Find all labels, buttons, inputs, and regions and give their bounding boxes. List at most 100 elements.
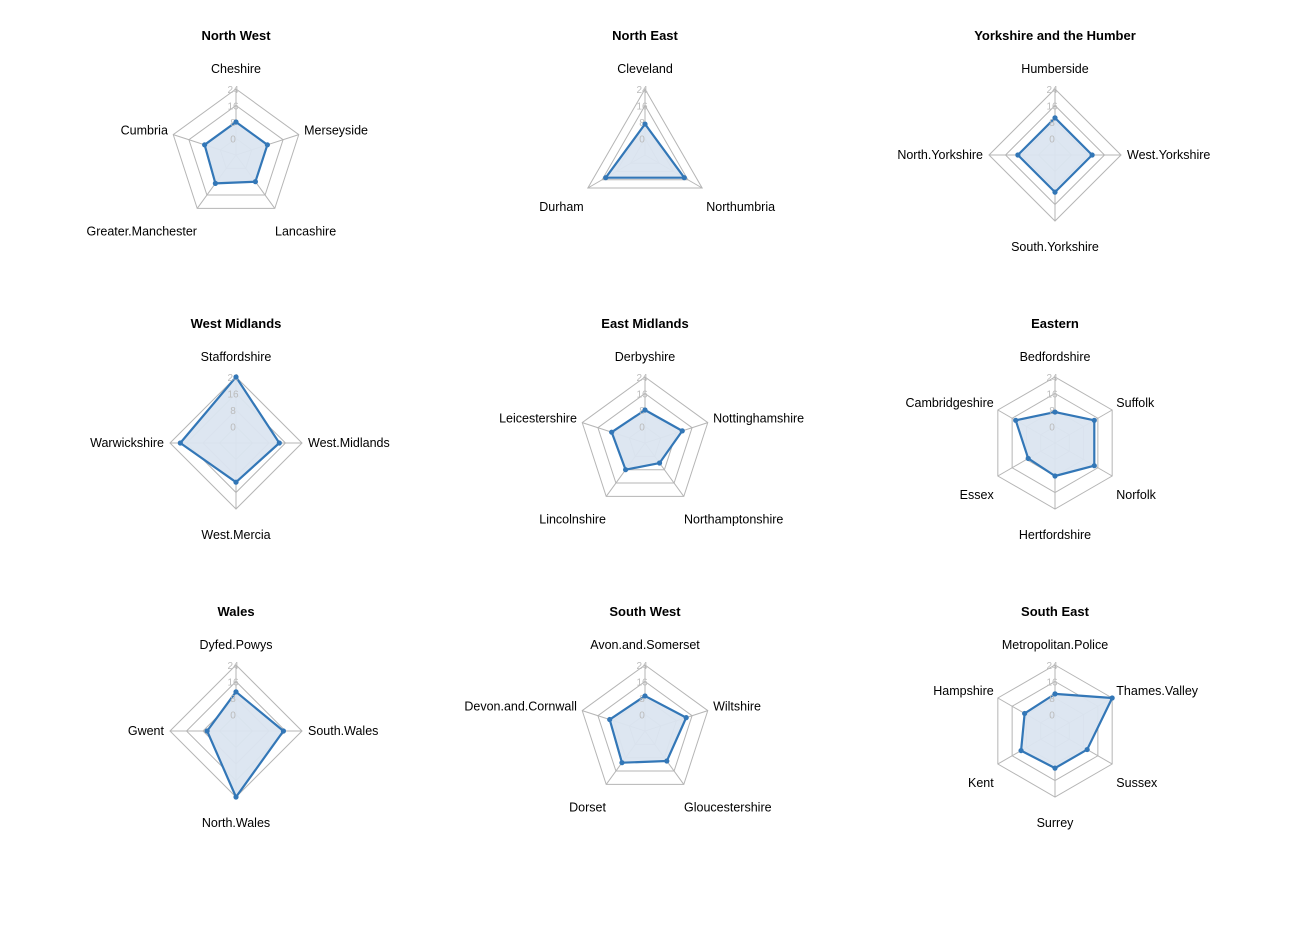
data-point-kent xyxy=(1018,747,1024,754)
series-area xyxy=(206,690,285,799)
chart-title: East Midlands xyxy=(601,316,688,331)
axis-label-west-midlands: West.Midlands xyxy=(308,436,390,450)
data-point-nottinghamshire xyxy=(679,428,685,434)
data-point-south-yorkshire xyxy=(1052,189,1058,195)
grid-ring xyxy=(581,376,709,497)
tick-label: 0 xyxy=(230,423,236,434)
axis-label-devon-and-cornwall: Devon.and.Cornwall xyxy=(464,699,577,713)
data-point-cleveland xyxy=(642,121,648,127)
chart-title: North West xyxy=(201,28,271,43)
axis-label-durham: Durham xyxy=(539,200,583,214)
data-point-north-yorkshire xyxy=(1015,152,1021,158)
tick-label: 24 xyxy=(227,373,239,384)
chart-title: Yorkshire and the Humber xyxy=(974,28,1136,43)
chart-title: North East xyxy=(612,28,678,43)
tick-label: 16 xyxy=(227,390,239,401)
axis-label-gwent: Gwent xyxy=(128,724,165,738)
tick-label: 8 xyxy=(230,118,236,129)
axis-label-northumbria: Northumbria xyxy=(706,200,775,214)
radar-panel-yorkshire-and-the-humber: Yorkshire and the Humber 0 8 16 24 Humberside… xyxy=(897,28,1210,254)
data-point-lincolnshire xyxy=(623,467,629,473)
axis-label-dorset: Dorset xyxy=(569,801,606,815)
axis-label-northamptonshire: Northamptonshire xyxy=(684,513,783,527)
axis-label-nottinghamshire: Nottinghamshire xyxy=(713,411,804,425)
tick-label: 24 xyxy=(636,85,648,96)
axis-label-humberside: Humberside xyxy=(1021,62,1088,76)
axis-label-leicestershire: Leicestershire xyxy=(499,411,577,425)
data-point-derbyshire xyxy=(642,407,648,413)
data-point-avon-and-somerset xyxy=(642,693,648,699)
axis-label-hampshire: Hampshire xyxy=(933,684,993,698)
data-point-dorset xyxy=(619,760,625,766)
grid-ring xyxy=(597,392,693,484)
data-point-lancashire xyxy=(252,179,258,185)
tick-label: 8 xyxy=(230,406,236,417)
series-area xyxy=(1014,410,1096,478)
axis-label-derbyshire: Derbyshire xyxy=(615,350,675,364)
axis-label-north-yorkshire: North.Yorkshire xyxy=(897,148,983,162)
chart-title: South West xyxy=(609,604,681,619)
data-point-thames-valley xyxy=(1109,695,1115,701)
axis-label-cheshire: Cheshire xyxy=(211,62,261,76)
grid-ring xyxy=(586,88,704,189)
axis-label-north-wales: North.Wales xyxy=(202,816,270,830)
tick-label: 8 xyxy=(230,694,236,705)
data-point-south-wales xyxy=(280,728,287,734)
data-point-durham xyxy=(603,175,609,181)
axis-label-wiltshire: Wiltshire xyxy=(713,699,761,713)
series-area xyxy=(604,122,686,179)
data-point-devon-and-cornwall xyxy=(607,716,613,723)
tick-label: 8 xyxy=(639,118,645,129)
axis-label-avon-and-somerset: Avon.and.Somerset xyxy=(590,638,700,652)
axis-label-norfolk: Norfolk xyxy=(1116,488,1156,502)
axis-label-kent: Kent xyxy=(968,776,994,790)
series-area xyxy=(1016,116,1094,194)
tick-label: 16 xyxy=(227,678,239,689)
data-point-surrey xyxy=(1052,765,1058,771)
grid-ring xyxy=(581,664,709,785)
tick-label: 8 xyxy=(1049,406,1055,417)
data-point-hertfordshire xyxy=(1052,473,1058,479)
tick-label: 8 xyxy=(1049,694,1055,705)
axis-label-bedfordshire: Bedfordshire xyxy=(1020,350,1091,364)
tick-label: 24 xyxy=(636,373,648,384)
axis-label-thames-valley: Thames.Valley xyxy=(1116,684,1198,698)
axis-label-south-yorkshire: South.Yorkshire xyxy=(1011,240,1099,254)
axis-label-west-mercia: West.Mercia xyxy=(201,528,270,542)
axis-label-warwickshire: Warwickshire xyxy=(90,436,164,450)
data-point-gloucestershire xyxy=(664,758,670,764)
tick-label: 16 xyxy=(1046,102,1058,113)
axis-label-metropolitan-police: Metropolitan.Police xyxy=(1002,638,1108,652)
tick-label: 16 xyxy=(636,678,648,689)
radar-panel-west-midlands: West Midlands 0 8 16 24 Staffordshire West.Mid… xyxy=(90,316,390,542)
tick-label: 8 xyxy=(639,694,645,705)
tick-label: 24 xyxy=(227,661,239,672)
data-point-cumbria xyxy=(202,142,208,148)
data-point-suffolk xyxy=(1091,417,1097,423)
radar-panel-north-west: North West 0 8 16 24 Cheshire Merseyside Lancas… xyxy=(87,28,369,239)
axis-label-south-wales: South.Wales xyxy=(308,724,378,738)
data-point-warwickshire xyxy=(177,440,183,446)
data-point-northumbria xyxy=(681,175,687,181)
tick-label: 16 xyxy=(1046,390,1058,401)
chart-title: Wales xyxy=(217,604,254,619)
data-point-wiltshire xyxy=(683,715,689,721)
tick-label: 0 xyxy=(639,711,645,722)
tick-label: 8 xyxy=(1049,118,1055,129)
series-area xyxy=(203,120,269,185)
data-point-essex xyxy=(1025,455,1031,462)
axis-label-gloucestershire: Gloucestershire xyxy=(684,801,772,815)
tick-label: 16 xyxy=(227,102,239,113)
radar-panel-south-west: South West 0 8 16 24 Avon.and.Somerset Wiltshi… xyxy=(464,604,772,815)
axis-label-surrey: Surrey xyxy=(1037,816,1075,830)
radar-panel-wales: Wales 0 8 16 24 Dyfed.Powys South.Wales North.W… xyxy=(128,604,379,830)
axis-label-west-yorkshire: West.Yorkshire xyxy=(1127,148,1210,162)
tick-label: 0 xyxy=(639,423,645,434)
tick-label: 16 xyxy=(636,390,648,401)
tick-label: 24 xyxy=(1046,373,1058,384)
tick-label: 0 xyxy=(230,135,236,146)
grid-ring xyxy=(172,88,300,209)
axis-label-hertfordshire: Hertfordshire xyxy=(1019,528,1091,542)
grid-ring xyxy=(188,104,284,196)
